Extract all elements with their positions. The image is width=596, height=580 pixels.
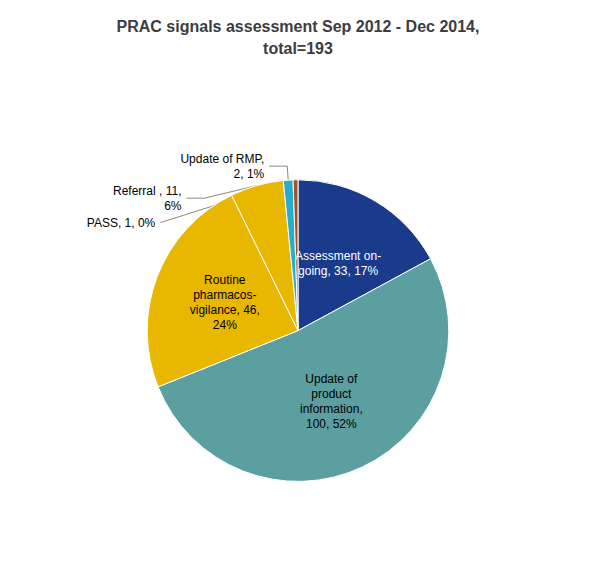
svg-text:total=193: total=193	[263, 40, 333, 57]
svg-text:information,: information,	[300, 402, 363, 416]
svg-text:24%: 24%	[213, 318, 237, 332]
svg-text:product: product	[311, 387, 352, 401]
svg-text:Referral , 11,: Referral , 11,	[113, 184, 181, 198]
svg-text:vigilance, 46,: vigilance, 46,	[190, 303, 260, 317]
svg-text:PASS, 1, 0%: PASS, 1, 0%	[87, 216, 156, 230]
svg-text:pharmacos-: pharmacos-	[193, 288, 256, 302]
svg-text:Assessment on-: Assessment on-	[295, 249, 381, 263]
svg-text:100, 52%: 100, 52%	[306, 417, 357, 431]
svg-text:Update of: Update of	[305, 372, 358, 386]
svg-text:Routine: Routine	[204, 273, 246, 287]
svg-text:going, 33, 17%: going, 33, 17%	[298, 264, 378, 278]
svg-text:2, 1%: 2, 1%	[234, 167, 265, 181]
svg-text:PRAC signals assessment Sep 20: PRAC signals assessment Sep 2012 - Dec 2…	[117, 18, 480, 35]
svg-text:6%: 6%	[164, 199, 182, 213]
svg-text:Update of RMP,: Update of RMP,	[180, 152, 264, 166]
